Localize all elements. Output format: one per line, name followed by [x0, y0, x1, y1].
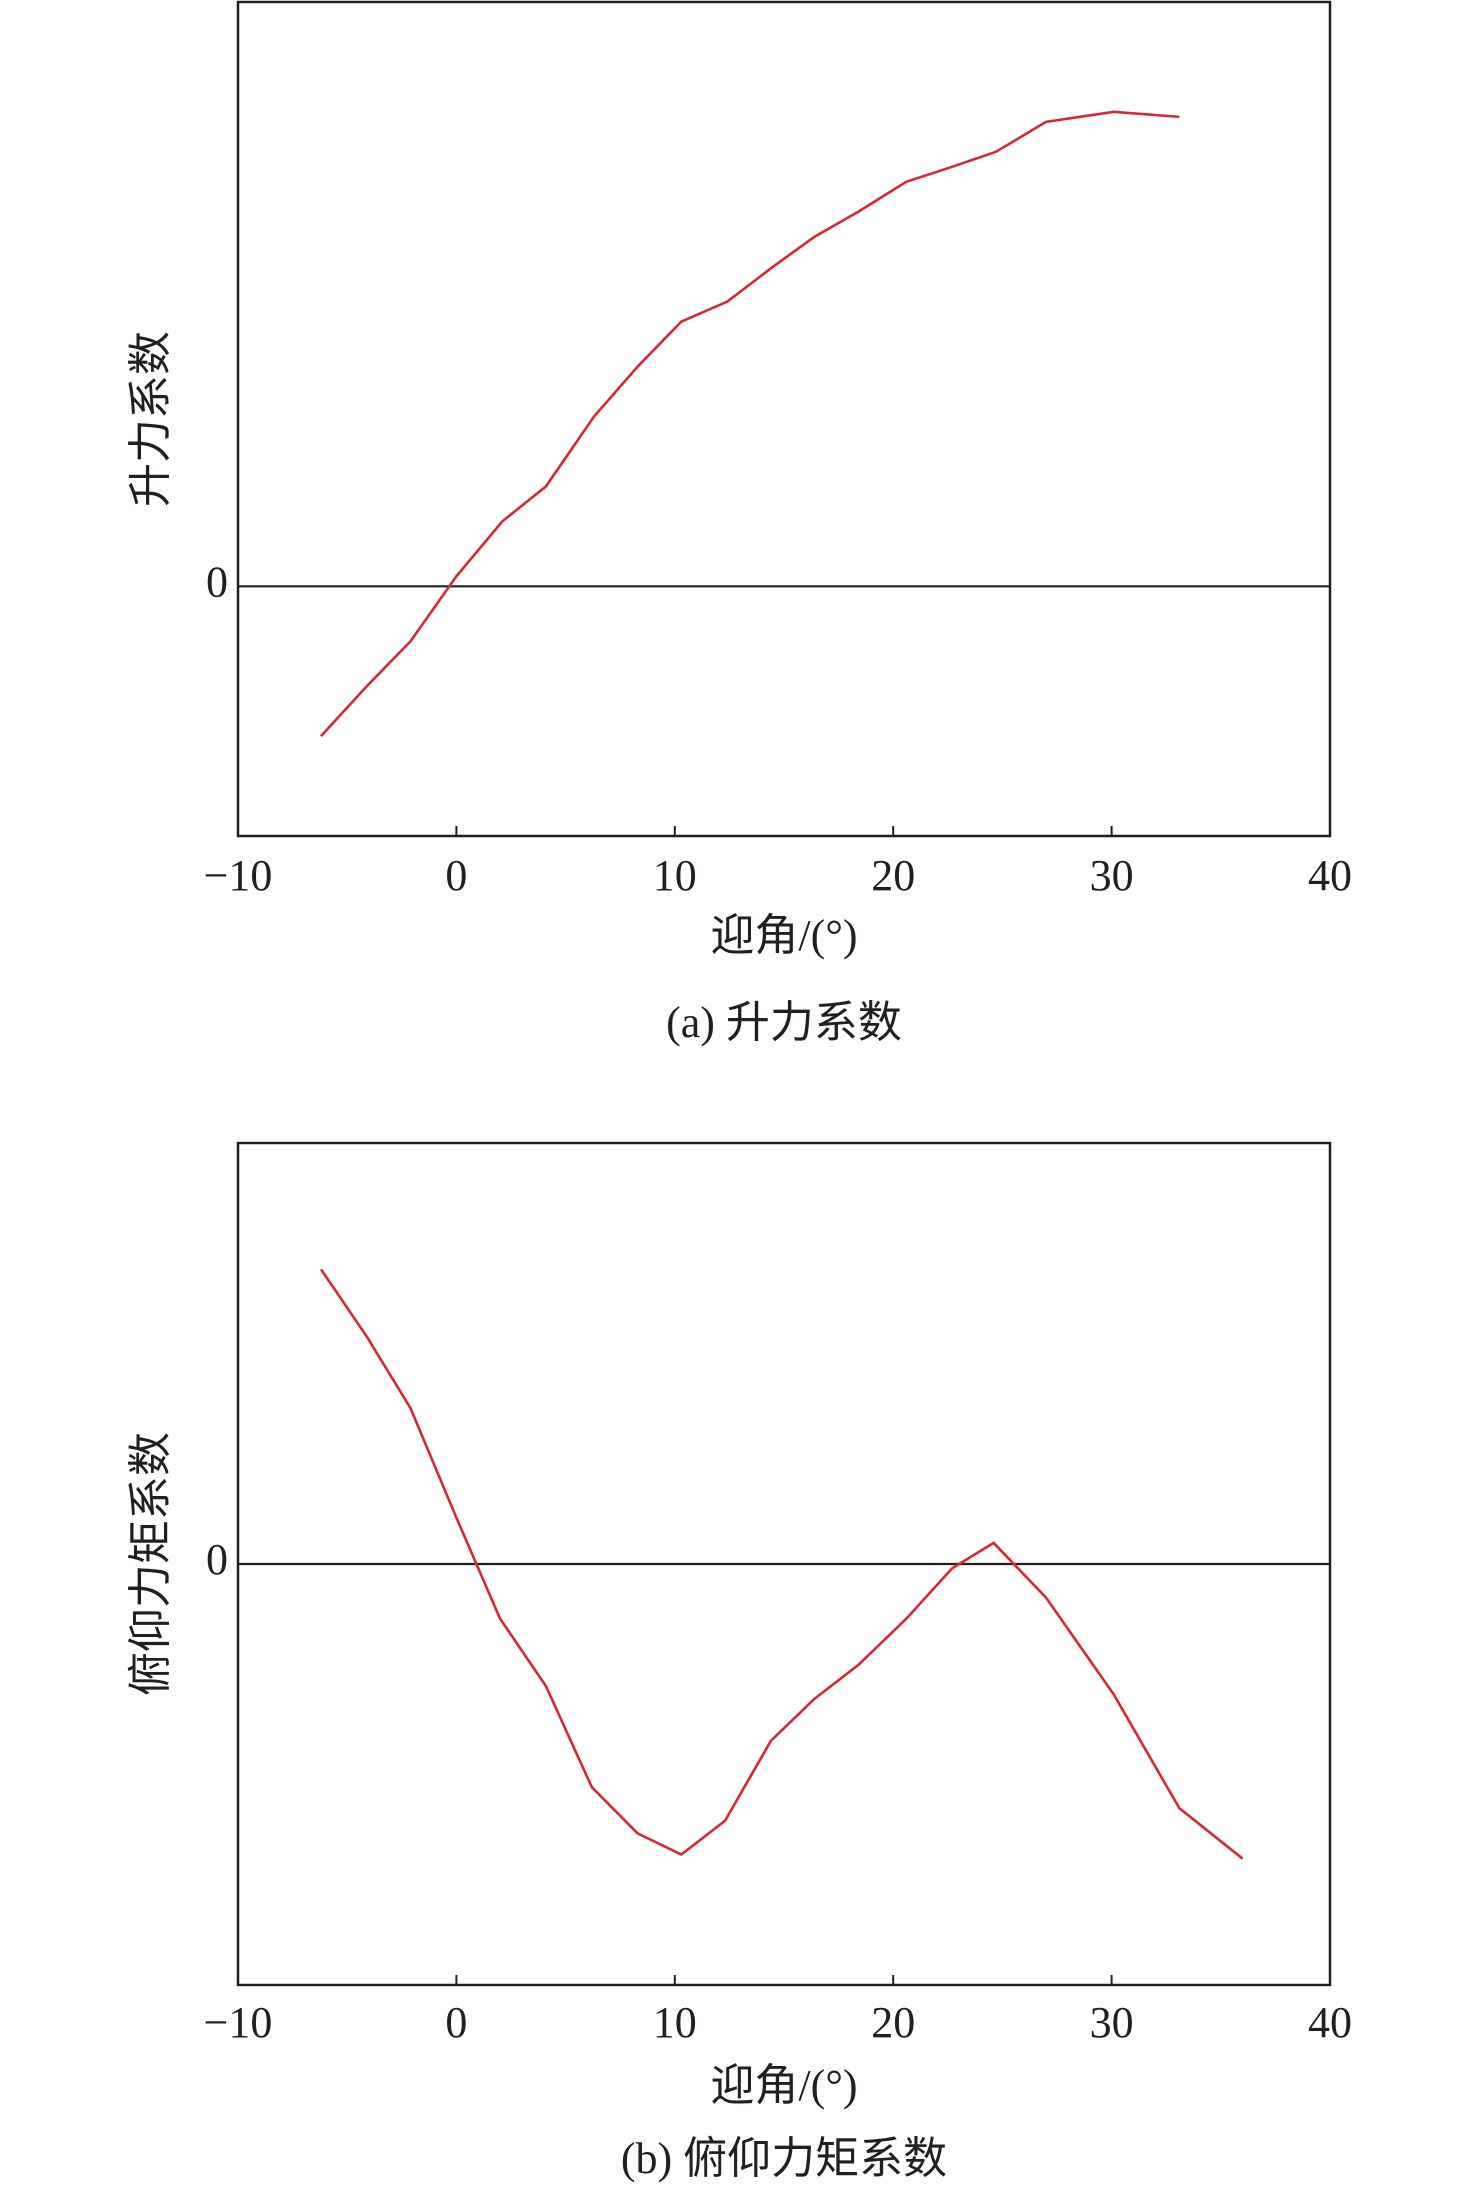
x-tick-label: 30: [1090, 851, 1134, 900]
x-tick-label: 0: [445, 1998, 467, 2047]
x-tick-label: 20: [871, 1998, 915, 2047]
data-line: [320, 110, 1180, 737]
caption: (b) 俯仰力矩系数: [621, 2134, 947, 2183]
x-tick-label: 10: [653, 851, 697, 900]
caption: (a) 升力系数: [666, 998, 902, 1047]
y-tick-label: 0: [206, 557, 228, 606]
x-axis-label: 迎角/(°): [710, 2061, 857, 2110]
x-tick-label: 40: [1308, 1998, 1352, 2047]
y-axis-label: 升力系数: [126, 331, 175, 507]
x-tick-label: 10: [653, 1998, 697, 2047]
x-tick-label: 30: [1090, 1998, 1134, 2047]
x-tick-label: 0: [445, 851, 467, 900]
plot-frame: [236, 0, 1332, 838]
x-tick-label: 20: [871, 851, 915, 900]
y-axis-label: 俯仰力矩系数: [126, 1432, 175, 1696]
data-line: [319, 1268, 1244, 1860]
y-tick-label: 0: [206, 1535, 228, 1584]
x-tick-label: 40: [1308, 851, 1352, 900]
x-tick-label: −10: [204, 1998, 273, 2047]
x-tick-label: −10: [204, 851, 273, 900]
x-axis-label: 迎角/(°): [710, 911, 857, 960]
